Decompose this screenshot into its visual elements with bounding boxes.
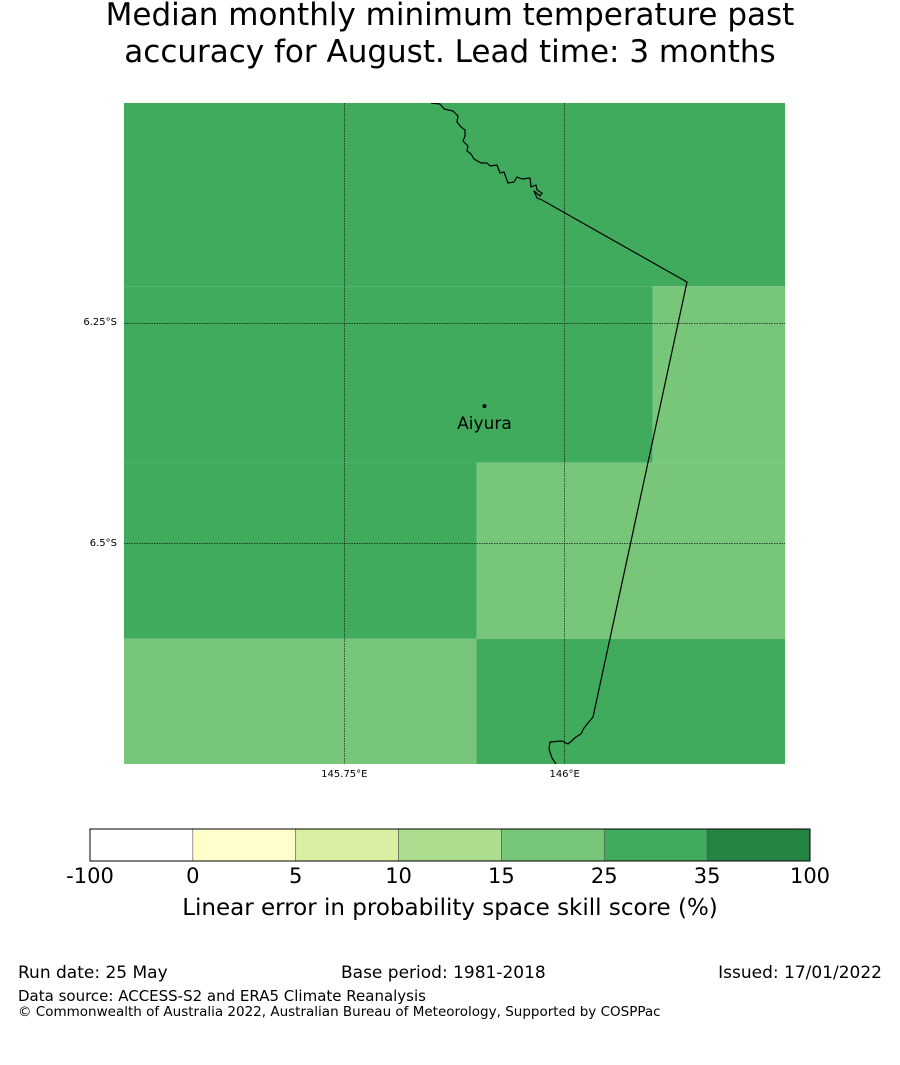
- base-period: Base period: 1981-2018: [341, 963, 546, 983]
- coastline-border: [430, 103, 688, 764]
- data-source: Data source: ACCESS-S2 and ERA5 Climate …: [18, 987, 426, 1005]
- colorbar-swatch-5: [501, 828, 605, 862]
- colorbar-tick-7: 35: [693, 864, 721, 888]
- station-dot: [482, 404, 487, 409]
- colorbar-title: Linear error in probability space skill …: [182, 895, 718, 921]
- lon-label-1: 145.75°E: [321, 769, 368, 780]
- colorbar-tick-3: 5: [289, 864, 303, 888]
- colorbar-tick-labels: -100 0 5 10 15 25 35 100: [0, 864, 900, 890]
- copyright: © Commonwealth of Australia 2022, Austra…: [18, 1004, 661, 1020]
- lon-label-2: 146°E: [549, 769, 580, 780]
- chart-title-line-2: accuracy for August. Lead time: 3 months: [124, 34, 776, 70]
- chart-title-line-1: Median monthly minimum temperature past: [105, 0, 795, 33]
- skill-cells: [124, 103, 785, 764]
- colorbar-tick-4: 10: [385, 864, 412, 888]
- colorbar-swatch-7: [706, 828, 811, 862]
- colorbar-tick-2: 0: [186, 864, 200, 888]
- issued-date: Issued: 17/01/2022: [718, 963, 882, 983]
- skill-cell-2: [124, 286, 653, 463]
- colorbar-swatch-3: [295, 828, 399, 862]
- lat-label-2: 6.5°S: [89, 537, 117, 549]
- skill-cell-6: [124, 638, 477, 764]
- skill-cell-5: [476, 462, 785, 639]
- lat-label-1: 6.25°S: [83, 317, 117, 329]
- colorbar-tick-1: -100: [66, 864, 114, 888]
- skill-map: Aiyura: [124, 103, 785, 764]
- colorbar-tick-8: 100: [789, 864, 831, 888]
- run-date: Run date: 25 May: [18, 963, 168, 983]
- colorbar-swatch-1: [89, 828, 194, 862]
- skill-cell-4: [124, 462, 477, 639]
- station-label: Aiyura: [457, 414, 512, 434]
- colorbar-tick-6: 25: [590, 864, 618, 888]
- skill-cell-3: [652, 286, 785, 463]
- colorbar-swatch-6: [603, 828, 708, 862]
- colorbar-frame: [89, 828, 811, 862]
- station-marker-aiyura: Aiyura: [457, 404, 512, 434]
- colorbar-tick-5: 15: [488, 864, 515, 888]
- colorbar-swatch-4: [398, 828, 502, 862]
- skill-cell-1: [124, 103, 785, 287]
- colorbar: [89, 828, 811, 862]
- skill-cell-7: [476, 638, 785, 764]
- colorbar-swatch-2: [192, 828, 297, 862]
